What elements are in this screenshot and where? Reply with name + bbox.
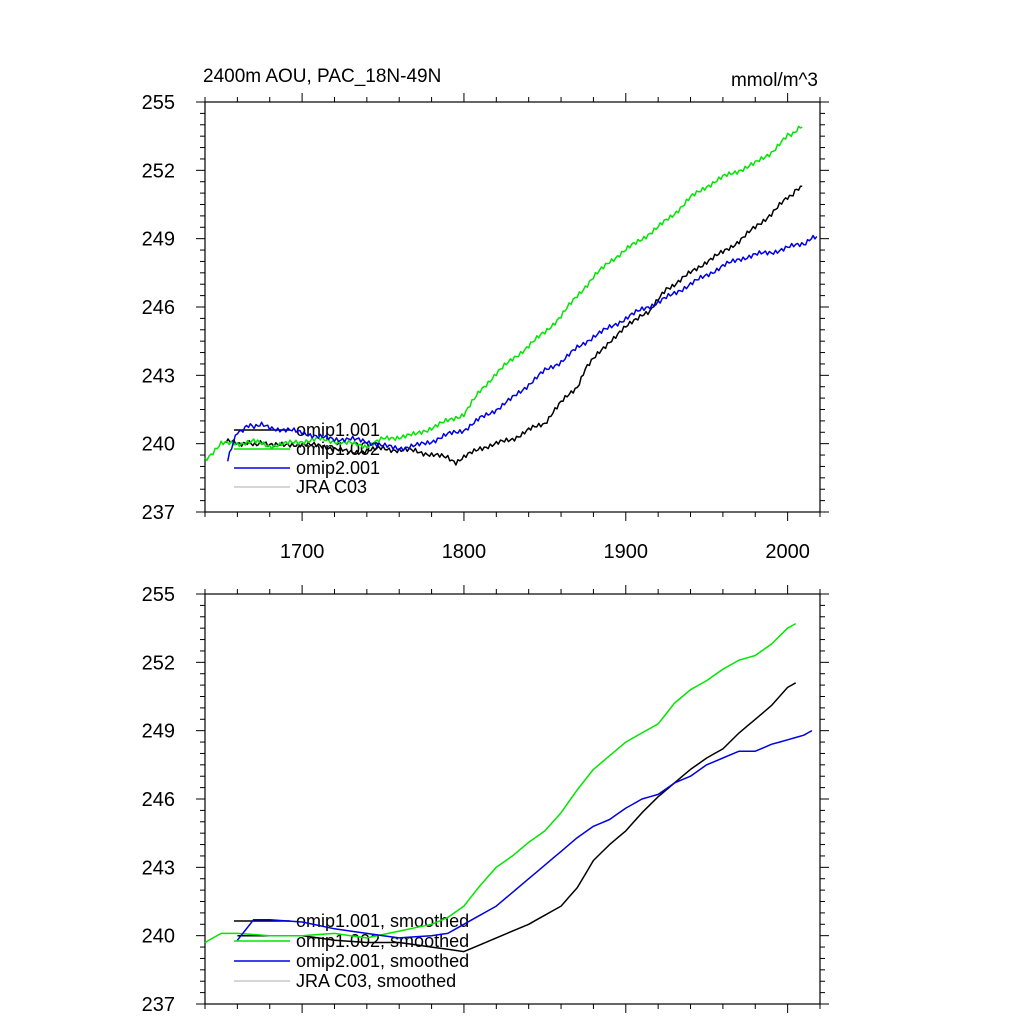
y-tick-label: 252 [142,652,175,674]
chart-title: 2400m AOU, PAC_18N-49N [203,66,441,87]
x-tick-label: 1800 [442,541,487,563]
y-tick-label: 249 [142,229,175,251]
legend-label: omip1.001, smoothed [296,911,469,931]
series-line [226,234,818,462]
series-line [236,730,813,941]
y-tick-label: 243 [142,857,175,879]
series-line [225,185,803,466]
y-tick-label: 237 [142,994,175,1016]
y-tick-label: 240 [142,926,175,948]
y-tick-label: 240 [142,434,175,456]
x-tick-label: 1900 [604,541,649,563]
units-label: mmol/m^3 [731,70,818,91]
series-line [237,682,797,953]
y-tick-label: 252 [142,160,175,182]
legend-label: omip2.001, smoothed [296,951,469,971]
y-tick-label: 237 [142,502,175,524]
x-tick-label: 1700 [280,541,325,563]
y-tick-label: 246 [142,297,175,319]
y-tick-label: 255 [142,92,175,114]
chart-panel-bottom: 237 240 243 246 249 252 255 omip1.001, smoothed… [142,584,829,1016]
chart-panel-top: 2400m AOU, PAC_18N-49N mmol/m^3 237 240 24… [142,66,829,563]
legend-label: JRA C03, smoothed [296,971,456,991]
legend-label: JRA C03 [296,477,367,497]
series-line [204,125,803,462]
y-tick-label: 246 [142,789,175,811]
y-tick-label: 249 [142,721,175,743]
legend-label: omip1.001 [296,420,380,440]
y-tick-label: 255 [142,584,175,606]
y-tick-label: 243 [142,365,175,387]
plot-area-bottom: 237 240 243 246 249 252 255 omip1.001, smoothed… [142,584,829,1016]
legend-label: omip2.001 [296,458,380,478]
plot-area-top: 237 240 243 246 249 252 255 1700 1800 1900 2000 omi… [142,92,829,563]
series-line [204,622,797,944]
x-tick-label: 2000 [765,541,810,563]
